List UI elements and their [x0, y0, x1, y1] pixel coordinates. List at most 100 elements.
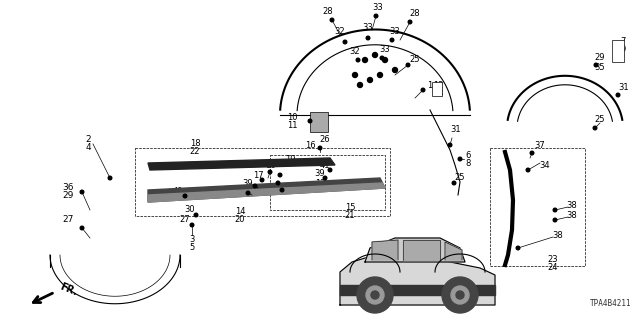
Circle shape [374, 14, 378, 18]
Text: 16: 16 [305, 140, 316, 149]
Circle shape [194, 213, 198, 217]
Text: 13: 13 [433, 89, 444, 98]
Circle shape [594, 63, 598, 67]
Circle shape [253, 184, 257, 188]
Text: 19: 19 [285, 156, 295, 164]
Text: 38: 38 [566, 201, 577, 210]
Bar [340, 285, 495, 295]
Polygon shape [148, 178, 385, 202]
Circle shape [80, 190, 84, 194]
Text: 29: 29 [595, 53, 605, 62]
Bar [432, 82, 442, 96]
Polygon shape [372, 240, 398, 260]
Text: 16: 16 [265, 161, 275, 170]
Text: 33: 33 [372, 4, 383, 12]
Circle shape [380, 56, 384, 60]
Circle shape [357, 277, 393, 313]
Circle shape [328, 168, 332, 172]
Circle shape [268, 170, 272, 174]
Circle shape [280, 188, 284, 192]
Circle shape [190, 223, 194, 227]
Text: 38: 38 [552, 230, 563, 239]
Circle shape [330, 18, 334, 22]
Text: 41: 41 [235, 186, 245, 195]
Text: 8: 8 [465, 158, 470, 167]
Circle shape [183, 194, 187, 198]
Text: 14: 14 [235, 207, 245, 217]
Text: 33: 33 [363, 23, 373, 33]
Circle shape [383, 58, 387, 62]
Circle shape [530, 151, 534, 155]
Text: 39: 39 [243, 179, 253, 188]
Circle shape [516, 246, 520, 250]
Polygon shape [365, 238, 465, 262]
Circle shape [278, 173, 282, 177]
Text: 22: 22 [189, 147, 200, 156]
Circle shape [451, 286, 469, 304]
Text: 11: 11 [287, 122, 298, 131]
Circle shape [367, 77, 372, 83]
Text: 32: 32 [349, 47, 360, 57]
Circle shape [408, 20, 412, 24]
Polygon shape [403, 240, 440, 260]
Text: 25: 25 [595, 116, 605, 124]
Bar [490, 148, 585, 266]
Text: 26: 26 [320, 135, 330, 145]
Circle shape [390, 38, 394, 42]
Text: 37: 37 [534, 140, 545, 149]
Polygon shape [148, 158, 335, 170]
Circle shape [442, 277, 478, 313]
Text: 27: 27 [62, 215, 74, 225]
Polygon shape [148, 183, 385, 202]
Text: 33: 33 [390, 28, 401, 36]
Circle shape [616, 93, 620, 97]
Circle shape [366, 36, 370, 40]
Text: 7: 7 [620, 37, 626, 46]
Circle shape [553, 208, 557, 212]
Text: 36: 36 [62, 183, 74, 193]
Circle shape [318, 146, 322, 150]
Circle shape [392, 68, 397, 73]
Text: 17: 17 [253, 171, 263, 180]
Text: 4: 4 [85, 143, 91, 153]
Circle shape [372, 52, 378, 58]
Circle shape [378, 73, 383, 77]
Text: 38: 38 [566, 211, 577, 220]
Text: 40: 40 [173, 188, 183, 196]
Text: FR.: FR. [58, 282, 79, 298]
Circle shape [343, 40, 347, 44]
Bar [270, 155, 385, 210]
Text: 31: 31 [451, 125, 461, 134]
Text: 10: 10 [287, 114, 298, 123]
Text: TPA4B4211: TPA4B4211 [590, 299, 632, 308]
Text: 25: 25 [410, 55, 420, 65]
Text: 35: 35 [595, 63, 605, 73]
Circle shape [362, 58, 367, 62]
Text: 2: 2 [85, 135, 91, 145]
Text: 41: 41 [320, 161, 330, 170]
Text: 1: 1 [428, 81, 433, 90]
Circle shape [452, 181, 456, 185]
Text: 32: 32 [335, 28, 346, 36]
Circle shape [458, 157, 462, 161]
Circle shape [406, 63, 410, 67]
Text: 21: 21 [345, 211, 355, 220]
Bar [612, 40, 624, 62]
Text: 15: 15 [345, 203, 355, 212]
Circle shape [108, 176, 112, 180]
Bar [310, 112, 328, 132]
Polygon shape [445, 242, 462, 260]
Text: 25: 25 [455, 173, 465, 182]
Circle shape [260, 178, 264, 182]
Circle shape [276, 181, 280, 185]
Text: 31: 31 [619, 84, 629, 92]
Circle shape [308, 119, 312, 123]
Circle shape [421, 88, 425, 92]
Text: 5: 5 [189, 244, 195, 252]
Circle shape [366, 286, 384, 304]
Text: 28: 28 [410, 10, 420, 19]
Text: 3: 3 [189, 236, 195, 244]
Text: 24: 24 [548, 263, 558, 273]
Circle shape [448, 143, 452, 147]
Text: 18: 18 [189, 139, 200, 148]
